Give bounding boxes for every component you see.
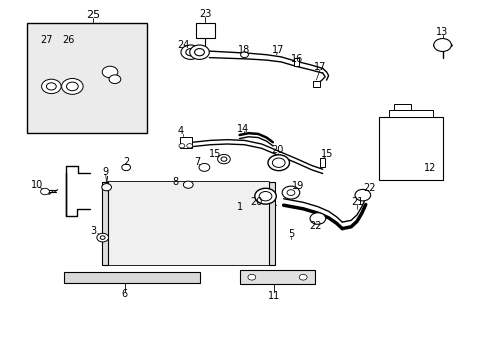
Text: 24: 24 [177, 40, 189, 50]
Circle shape [433, 39, 450, 51]
Bar [27, 23, 146, 133]
Text: 9: 9 [102, 167, 108, 177]
Bar [63, 272, 200, 283]
Circle shape [309, 213, 325, 224]
Text: 23: 23 [199, 9, 211, 19]
Circle shape [259, 192, 271, 201]
Text: 27: 27 [40, 35, 53, 45]
Circle shape [179, 144, 184, 148]
Circle shape [221, 157, 226, 161]
Text: 21: 21 [350, 197, 363, 207]
Text: 17: 17 [313, 62, 326, 72]
Text: 13: 13 [435, 27, 448, 37]
Bar [294, 58, 299, 66]
Bar [268, 182, 274, 265]
Text: 19: 19 [291, 181, 304, 192]
Bar [107, 182, 268, 265]
Circle shape [102, 184, 111, 191]
Circle shape [97, 233, 108, 242]
Circle shape [217, 154, 230, 164]
Text: 4: 4 [178, 126, 183, 136]
Circle shape [254, 188, 276, 204]
Bar [393, 104, 410, 110]
Bar [378, 117, 442, 180]
Text: 5: 5 [287, 229, 293, 239]
Text: 1: 1 [236, 202, 242, 212]
Circle shape [109, 75, 121, 84]
Text: 10: 10 [30, 180, 43, 190]
Text: 8: 8 [172, 177, 178, 187]
Circle shape [240, 52, 248, 58]
Bar [239, 270, 315, 284]
Text: 25: 25 [86, 10, 100, 21]
Bar [312, 81, 320, 87]
Circle shape [189, 45, 209, 59]
Circle shape [286, 190, 294, 195]
Text: 20: 20 [250, 197, 263, 207]
Circle shape [185, 49, 195, 56]
Circle shape [41, 79, 61, 94]
Circle shape [41, 188, 49, 195]
Text: 3: 3 [90, 226, 96, 236]
Text: 17: 17 [271, 45, 284, 55]
Text: 15: 15 [208, 149, 221, 159]
Text: 22: 22 [362, 183, 375, 193]
Text: 15: 15 [321, 149, 333, 159]
Text: 16: 16 [290, 54, 303, 64]
Circle shape [299, 274, 306, 280]
Circle shape [199, 163, 209, 171]
Text: 14: 14 [237, 123, 249, 134]
Circle shape [247, 274, 255, 280]
Circle shape [267, 155, 289, 171]
Circle shape [122, 164, 130, 171]
Bar [180, 137, 192, 148]
Circle shape [102, 66, 118, 78]
Circle shape [272, 158, 285, 167]
Bar [195, 23, 215, 38]
Circle shape [183, 181, 193, 188]
Bar [320, 158, 325, 167]
Circle shape [100, 236, 105, 239]
Text: 22: 22 [308, 221, 321, 231]
Text: 20: 20 [271, 145, 284, 156]
Circle shape [282, 186, 299, 199]
Bar [102, 182, 107, 265]
Text: 7: 7 [194, 157, 200, 167]
Text: 2: 2 [123, 157, 129, 167]
Text: 12: 12 [423, 163, 436, 173]
Circle shape [354, 189, 370, 201]
Text: 6: 6 [122, 289, 127, 300]
Circle shape [61, 78, 83, 94]
Text: 18: 18 [238, 45, 250, 55]
Circle shape [46, 83, 56, 90]
Circle shape [194, 49, 204, 56]
Text: 26: 26 [62, 35, 75, 45]
Circle shape [181, 45, 200, 59]
Circle shape [186, 144, 192, 148]
Text: 11: 11 [267, 291, 280, 301]
Circle shape [66, 82, 78, 91]
Bar [388, 110, 432, 117]
